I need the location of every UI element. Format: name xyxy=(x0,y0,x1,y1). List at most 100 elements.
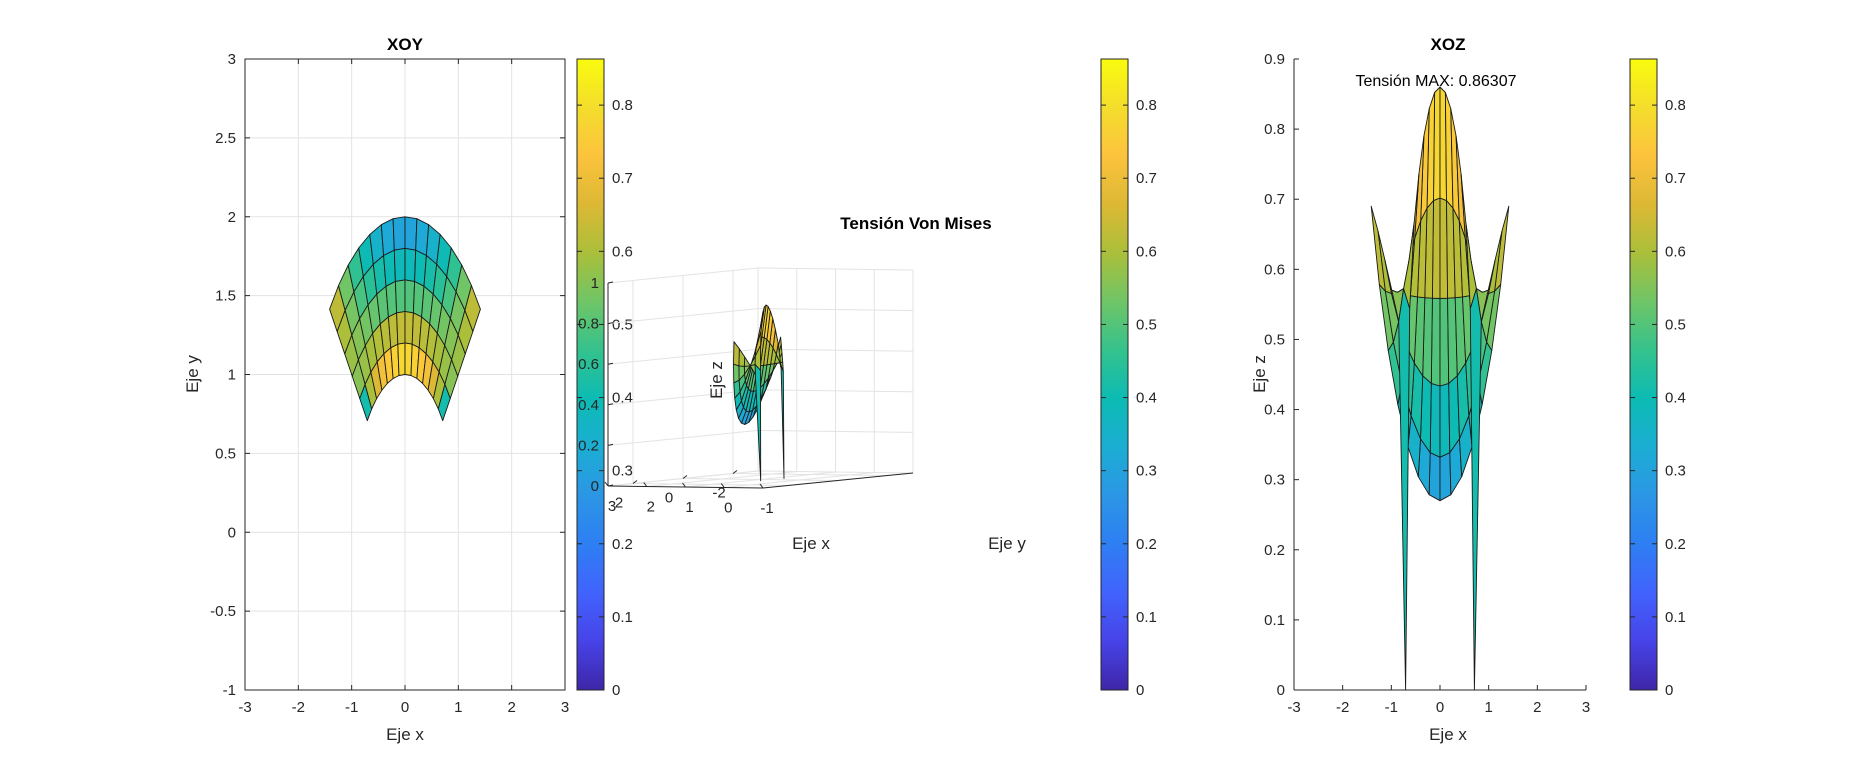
surface-face xyxy=(733,363,740,384)
colorbar-tick-label: 0.4 xyxy=(1136,390,1157,407)
panel-xoz: -3 -2 -1 0 1 2 3 0 0.1 0.2 0.3 0.4 0.5 0.6 0.7 0.8 0.9 X… xyxy=(1250,35,1686,744)
x-tick-label: 3 xyxy=(1582,699,1590,716)
x-tick-label: 2 xyxy=(615,495,623,512)
y-tick-label: 0.5 xyxy=(215,445,236,462)
z-tick xyxy=(607,484,614,487)
surface-face xyxy=(394,279,406,314)
colorbar-tick-label: 0.8 xyxy=(612,97,633,114)
colorbar-tick-label: 0.3 xyxy=(1136,463,1157,480)
surface-face xyxy=(396,310,406,345)
grid-line xyxy=(762,270,914,489)
z-tick-label: 0 xyxy=(1277,682,1285,699)
chart-title: Tensión Von Mises xyxy=(840,214,991,233)
x-tick-label: -2 xyxy=(712,485,725,502)
z-tick-label: 0.8 xyxy=(578,316,599,333)
surface-xoz xyxy=(1370,86,1510,690)
surface-3d xyxy=(733,304,785,482)
y-tick-label: 2.5 xyxy=(215,130,236,147)
x-tick xyxy=(632,480,638,484)
z-tick xyxy=(607,362,614,365)
z-tick-label: 0.1 xyxy=(1264,612,1285,629)
y-axis-label: Eje y xyxy=(183,355,202,393)
y-axis-line xyxy=(762,472,914,489)
colorbar-tick-label: 0.1 xyxy=(612,609,633,626)
colorbar-tick-label: 0 xyxy=(612,682,620,699)
y-tick-label: -1 xyxy=(760,500,773,517)
surface-face xyxy=(380,218,395,256)
y-tick xyxy=(682,482,686,488)
x-axis-label: Eje x xyxy=(792,534,830,553)
surface-face xyxy=(743,356,751,367)
surface-face xyxy=(404,216,418,251)
axis-ticks: -3 -2 -1 0 1 2 3 0 0.1 0.2 0.3 0.4 0.5 0.6 0.7 0.8 0.9 xyxy=(1264,51,1590,716)
z-tick-label: 0.8 xyxy=(1264,121,1285,138)
y-tick-label: 0 xyxy=(228,524,236,541)
z-tick-label: 0 xyxy=(591,478,599,495)
colorbar-tick-label: 0.6 xyxy=(612,243,633,260)
x-tick xyxy=(682,475,688,479)
colorbar-tick-label: 0.2 xyxy=(1136,536,1157,553)
colorbar-tick-label: 0.7 xyxy=(1136,170,1157,187)
surface-face xyxy=(1428,452,1441,502)
colorbar: 0 0.1 0.2 0.3 0.4 0.5 0.6 0.7 0.8 xyxy=(576,58,633,699)
y-tick-label: 2 xyxy=(647,499,655,516)
x-tick-label: 1 xyxy=(454,699,462,716)
y-tick xyxy=(604,481,609,487)
colorbar-tick-label: 0.1 xyxy=(1665,609,1686,626)
colorbar-tick-label: 0 xyxy=(1136,682,1144,699)
z-tick-label: 0.6 xyxy=(1264,261,1285,278)
z-tick-label: 0.7 xyxy=(1264,191,1285,208)
surface-face xyxy=(464,285,481,332)
y-tick-label: 0 xyxy=(724,500,732,517)
colorbar-tick-label: 0.7 xyxy=(612,170,633,187)
colorbar-tick-label: 0.3 xyxy=(1665,463,1686,480)
surface-face xyxy=(1370,205,1386,292)
x-tick-label: 3 xyxy=(561,699,569,716)
z-tick-label: 0.6 xyxy=(578,356,599,373)
colorbar-tick-label: 0.5 xyxy=(1665,316,1686,333)
z-tick-label: 1 xyxy=(591,275,599,292)
z-tick xyxy=(607,443,614,446)
colorbar-tick-label: 0.4 xyxy=(612,390,633,407)
x-tick-label: -2 xyxy=(292,699,305,716)
colorbar-tick-label: 0.7 xyxy=(1665,170,1686,187)
y-tick-label: -0.5 xyxy=(210,603,236,620)
x-tick-label: -3 xyxy=(1287,699,1300,716)
x-tick-label: -3 xyxy=(238,699,251,716)
y-tick-label: 2 xyxy=(228,209,236,226)
colorbar-tick-label: 0.4 xyxy=(1665,390,1686,407)
y-tick-label: 1 xyxy=(685,499,693,516)
colorbar-tick-label: 0.2 xyxy=(612,536,633,553)
z-tick-label: 0.4 xyxy=(578,397,599,414)
y-tick xyxy=(720,483,725,488)
colorbar-tick-label: 0.1 xyxy=(1136,609,1157,626)
colorbar-tick-label: 0.5 xyxy=(612,316,633,333)
colorbar: 0 0.1 0.2 0.3 0.4 0.5 0.6 0.7 0.8 xyxy=(1629,58,1686,699)
z-axis-label: Eje z xyxy=(707,361,726,399)
colorbar-tick-label: 0.6 xyxy=(1665,243,1686,260)
panel-3d: 00.20.40.60.812 0 -23 2 1 0 -1 Tensión Von Mis… xyxy=(578,58,1157,699)
max-annotation: Tensión MAX: 0.86307 xyxy=(1356,73,1517,90)
z-tick-label: 0.3 xyxy=(1264,472,1285,489)
z-tick-label: 0.5 xyxy=(1264,331,1285,348)
panel-xoy: -3 -2 -1 0 1 2 3-1-0.500.511.522.53 XOY Eje x … xyxy=(183,35,633,744)
colorbar-tick-label: 0.3 xyxy=(612,463,633,480)
x-axis-label: Eje x xyxy=(386,725,424,744)
y-axis-label: Eje y xyxy=(988,534,1026,553)
z-tick xyxy=(607,281,614,284)
colorbar-tick-label: 0.8 xyxy=(1136,97,1157,114)
x-tick-label: -1 xyxy=(345,699,358,716)
surface-face xyxy=(1439,382,1451,458)
colorbar-tick-label: 0.5 xyxy=(1136,316,1157,333)
surface-face xyxy=(385,280,398,318)
colorbar-tick-label: 0.2 xyxy=(1665,536,1686,553)
y-tick-label: 1 xyxy=(228,367,236,384)
surface-face xyxy=(733,341,740,367)
z-tick xyxy=(607,403,614,406)
y-tick xyxy=(759,483,764,489)
x-tick-label: 2 xyxy=(1533,699,1541,716)
colorbar-tick-label: 0 xyxy=(1665,682,1673,699)
surface-face xyxy=(1439,452,1452,502)
axis-ticks: 00.20.40.60.812 0 -23 2 1 0 -1 xyxy=(578,275,914,517)
grid-line xyxy=(685,269,836,488)
